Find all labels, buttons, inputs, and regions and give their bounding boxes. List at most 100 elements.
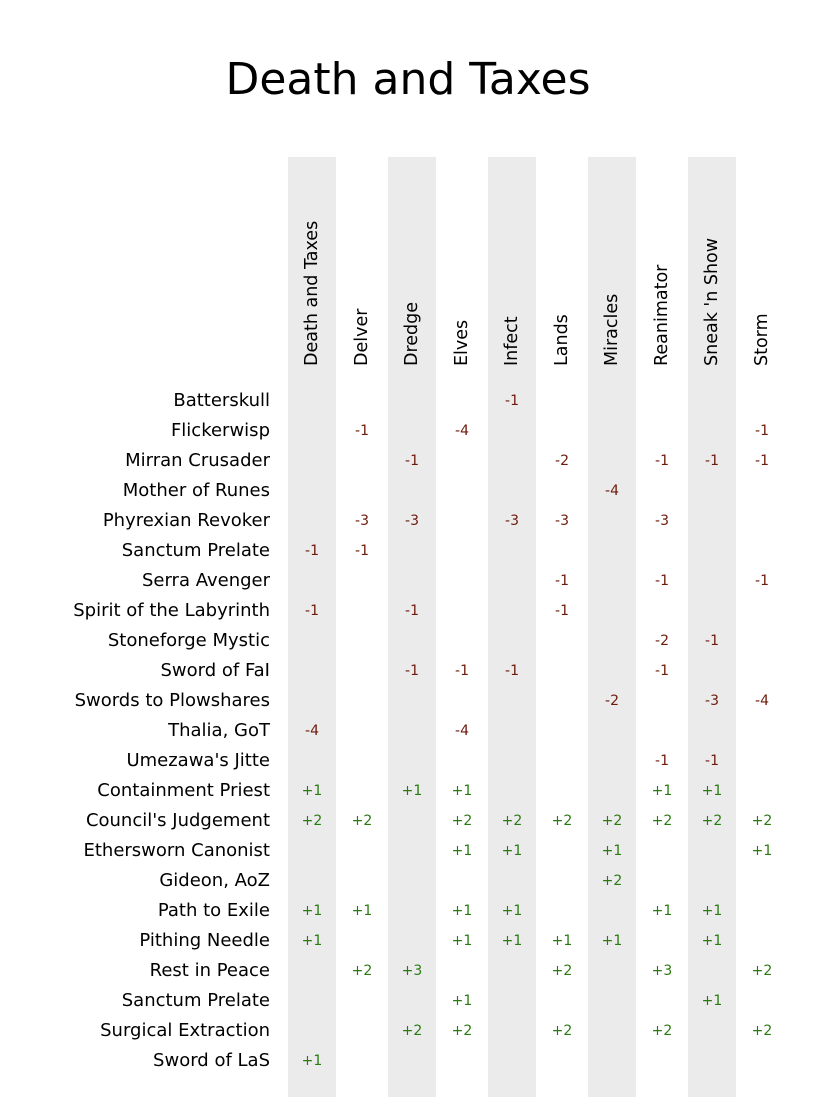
value-cell: -1 [555,603,569,619]
value-cell: +2 [751,813,773,829]
value-cell: +1 [501,843,523,859]
value-cell: +2 [751,1023,773,1039]
value-cell: +1 [701,933,723,949]
value-cell: +1 [751,843,773,859]
value-cell: +1 [301,903,323,919]
value-cell: -3 [405,513,419,529]
value-cell: -4 [755,693,769,709]
row-label: Sword of LaS [153,1050,270,1071]
value-cell: -1 [655,753,669,769]
value-cell: +1 [601,933,623,949]
value-cell: +1 [451,783,473,799]
value-cell: +1 [451,933,473,949]
row-label: Batterskull [173,390,270,411]
value-cell: -1 [555,573,569,589]
value-cell: -1 [655,453,669,469]
value-cell: +2 [701,813,723,829]
value-cell: +2 [651,1023,673,1039]
row-label: Umezawa's Jitte [126,750,270,771]
value-cell: +2 [551,963,573,979]
value-cell: -3 [555,513,569,529]
column-header: Death and Taxes [302,220,322,366]
column-band [388,157,436,1097]
value-cell: -1 [505,663,519,679]
value-cell: +2 [451,1023,473,1039]
row-label: Phyrexian Revoker [102,510,270,531]
column-header: Sneak 'n Show [702,237,722,366]
value-cell: -1 [705,753,719,769]
column-header: Lands [552,314,572,366]
value-cell: -4 [305,723,319,739]
value-cell: +2 [451,813,473,829]
value-cell: -1 [455,663,469,679]
column-header: Dredge [402,301,422,366]
row-label: Flickerwisp [170,420,270,441]
row-label: Mother of Runes [122,480,270,501]
value-cell: +2 [601,813,623,829]
value-cell: -3 [705,693,719,709]
row-label: Gideon, AoZ [159,870,270,891]
value-cell: -1 [405,603,419,619]
row-label: Stoneforge Mystic [107,630,270,651]
value-cell: -4 [455,423,469,439]
value-cell: +1 [401,783,423,799]
value-cell: -4 [455,723,469,739]
value-cell: +2 [601,873,623,889]
value-cell: -4 [605,483,619,499]
row-label: Sanctum Prelate [121,990,270,1011]
column-band [288,157,336,1097]
value-cell: +2 [351,813,373,829]
row-label: Ethersworn Canonist [83,840,270,861]
value-cell: +1 [301,783,323,799]
column-header: Delver [352,308,372,366]
row-label: Council's Judgement [85,810,270,831]
value-cell: -2 [655,633,669,649]
chart-title: Death and Taxes [225,54,591,105]
column-header: Miracles [602,293,622,366]
value-cell: +1 [551,933,573,949]
value-cell: -1 [405,663,419,679]
value-cell: -1 [755,423,769,439]
row-label: Swords to Plowshares [74,690,270,711]
value-cell: -1 [705,453,719,469]
column-header: Elves [452,319,472,366]
column-header: Infect [502,316,522,366]
value-cell: -1 [405,453,419,469]
value-cell: -3 [655,513,669,529]
value-cell: +1 [451,993,473,1009]
value-cell: +1 [651,903,673,919]
value-cell: +2 [501,813,523,829]
value-cell: +2 [301,813,323,829]
value-cell: +3 [401,963,423,979]
row-label: Containment Priest [97,780,270,801]
value-cell: -3 [355,513,369,529]
value-cell: +2 [651,813,673,829]
value-cell: +1 [501,933,523,949]
value-cell: -1 [355,423,369,439]
value-cell: +2 [751,963,773,979]
row-label: Rest in Peace [149,960,270,981]
value-cell: +1 [301,933,323,949]
row-label: Pithing Needle [139,930,270,951]
row-label: Surgical Extraction [100,1020,270,1041]
value-cell: +1 [701,903,723,919]
value-cell: +2 [401,1023,423,1039]
value-cell: -1 [655,663,669,679]
value-cell: +1 [301,1053,323,1069]
value-cell: +1 [501,903,523,919]
column-band [588,157,636,1097]
row-label: Path to Exile [157,900,270,921]
value-cell: -1 [355,543,369,559]
value-cell: -1 [505,393,519,409]
value-cell: +2 [551,1023,573,1039]
column-band [488,157,536,1097]
value-cell: -1 [305,543,319,559]
value-cell: -1 [705,633,719,649]
value-cell: +1 [701,993,723,1009]
value-cell: -2 [555,453,569,469]
row-label: Sanctum Prelate [121,540,270,561]
row-label: Mirran Crusader [125,450,270,471]
column-header: Storm [752,313,772,366]
value-cell: -1 [305,603,319,619]
